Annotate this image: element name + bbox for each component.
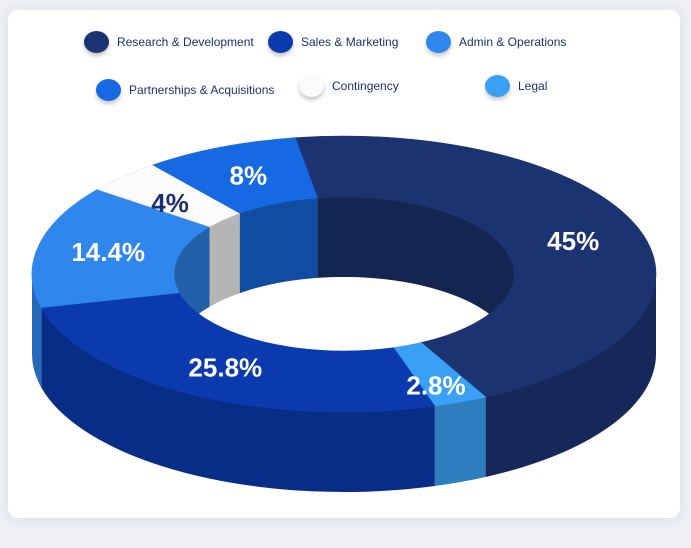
legend-swatch (84, 31, 109, 53)
slice-top (294, 135, 657, 398)
slice-value-label: 25.8% (188, 353, 262, 383)
legend-label: Legal (518, 79, 548, 93)
slice-value-label: 4% (151, 188, 189, 218)
slice-value-label: 2.8% (406, 370, 465, 400)
legend-item-legal: Legal (485, 75, 547, 97)
slice-value-label: 8% (230, 160, 268, 190)
inner-wall-segment (239, 197, 318, 294)
slice-value-label: 45% (547, 226, 599, 256)
legend-label: Admin & Operations (459, 35, 567, 49)
outer-wall-segment (485, 274, 656, 477)
slice-top (40, 292, 436, 413)
slice-value-label: 14.4% (71, 237, 145, 267)
legend-swatch (268, 31, 293, 53)
legend-item-partnerships-acquisitions: Partnerships & Acquisitions (96, 79, 274, 101)
legend-item-sales-marketing: Sales & Marketing (268, 31, 398, 53)
legend-item-contingency: Contingency (299, 75, 399, 97)
outer-wall-segment (31, 274, 42, 388)
inner-wall-segment (209, 213, 240, 307)
legend-label: Research & Development (117, 35, 254, 49)
slice-top (31, 189, 211, 308)
legend-label: Partnerships & Acquisitions (129, 83, 275, 97)
legend-item-research-development: Research & Development (84, 31, 254, 53)
inner-wall-segment (317, 196, 514, 354)
legend-label: Contingency (332, 79, 399, 93)
legend-swatch (96, 79, 121, 101)
legend-swatch (299, 75, 324, 97)
outer-wall-segment (434, 397, 486, 486)
outer-wall-segment (41, 307, 435, 493)
legend-swatch (426, 31, 451, 53)
legend-item-admin-operations: Admin & Operations (426, 31, 566, 53)
legend-label: Sales & Marketing (301, 35, 399, 49)
slice-top (152, 137, 318, 214)
legend-swatch (485, 75, 510, 97)
